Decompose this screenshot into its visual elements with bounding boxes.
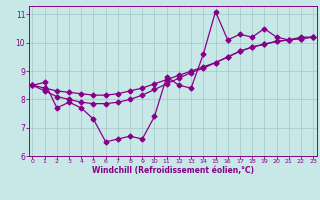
X-axis label: Windchill (Refroidissement éolien,°C): Windchill (Refroidissement éolien,°C)	[92, 166, 254, 175]
